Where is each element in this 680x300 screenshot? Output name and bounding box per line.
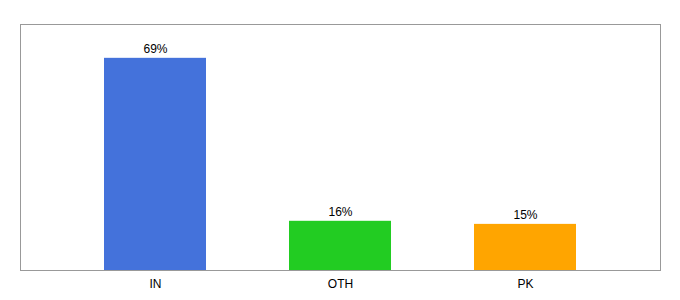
svg-text:15%: 15% [513,208,537,222]
svg-text:OTH: OTH [328,277,353,291]
svg-text:69%: 69% [143,42,167,56]
svg-text:IN: IN [150,277,162,291]
svg-text:PK: PK [517,277,533,291]
svg-text:16%: 16% [328,205,352,219]
